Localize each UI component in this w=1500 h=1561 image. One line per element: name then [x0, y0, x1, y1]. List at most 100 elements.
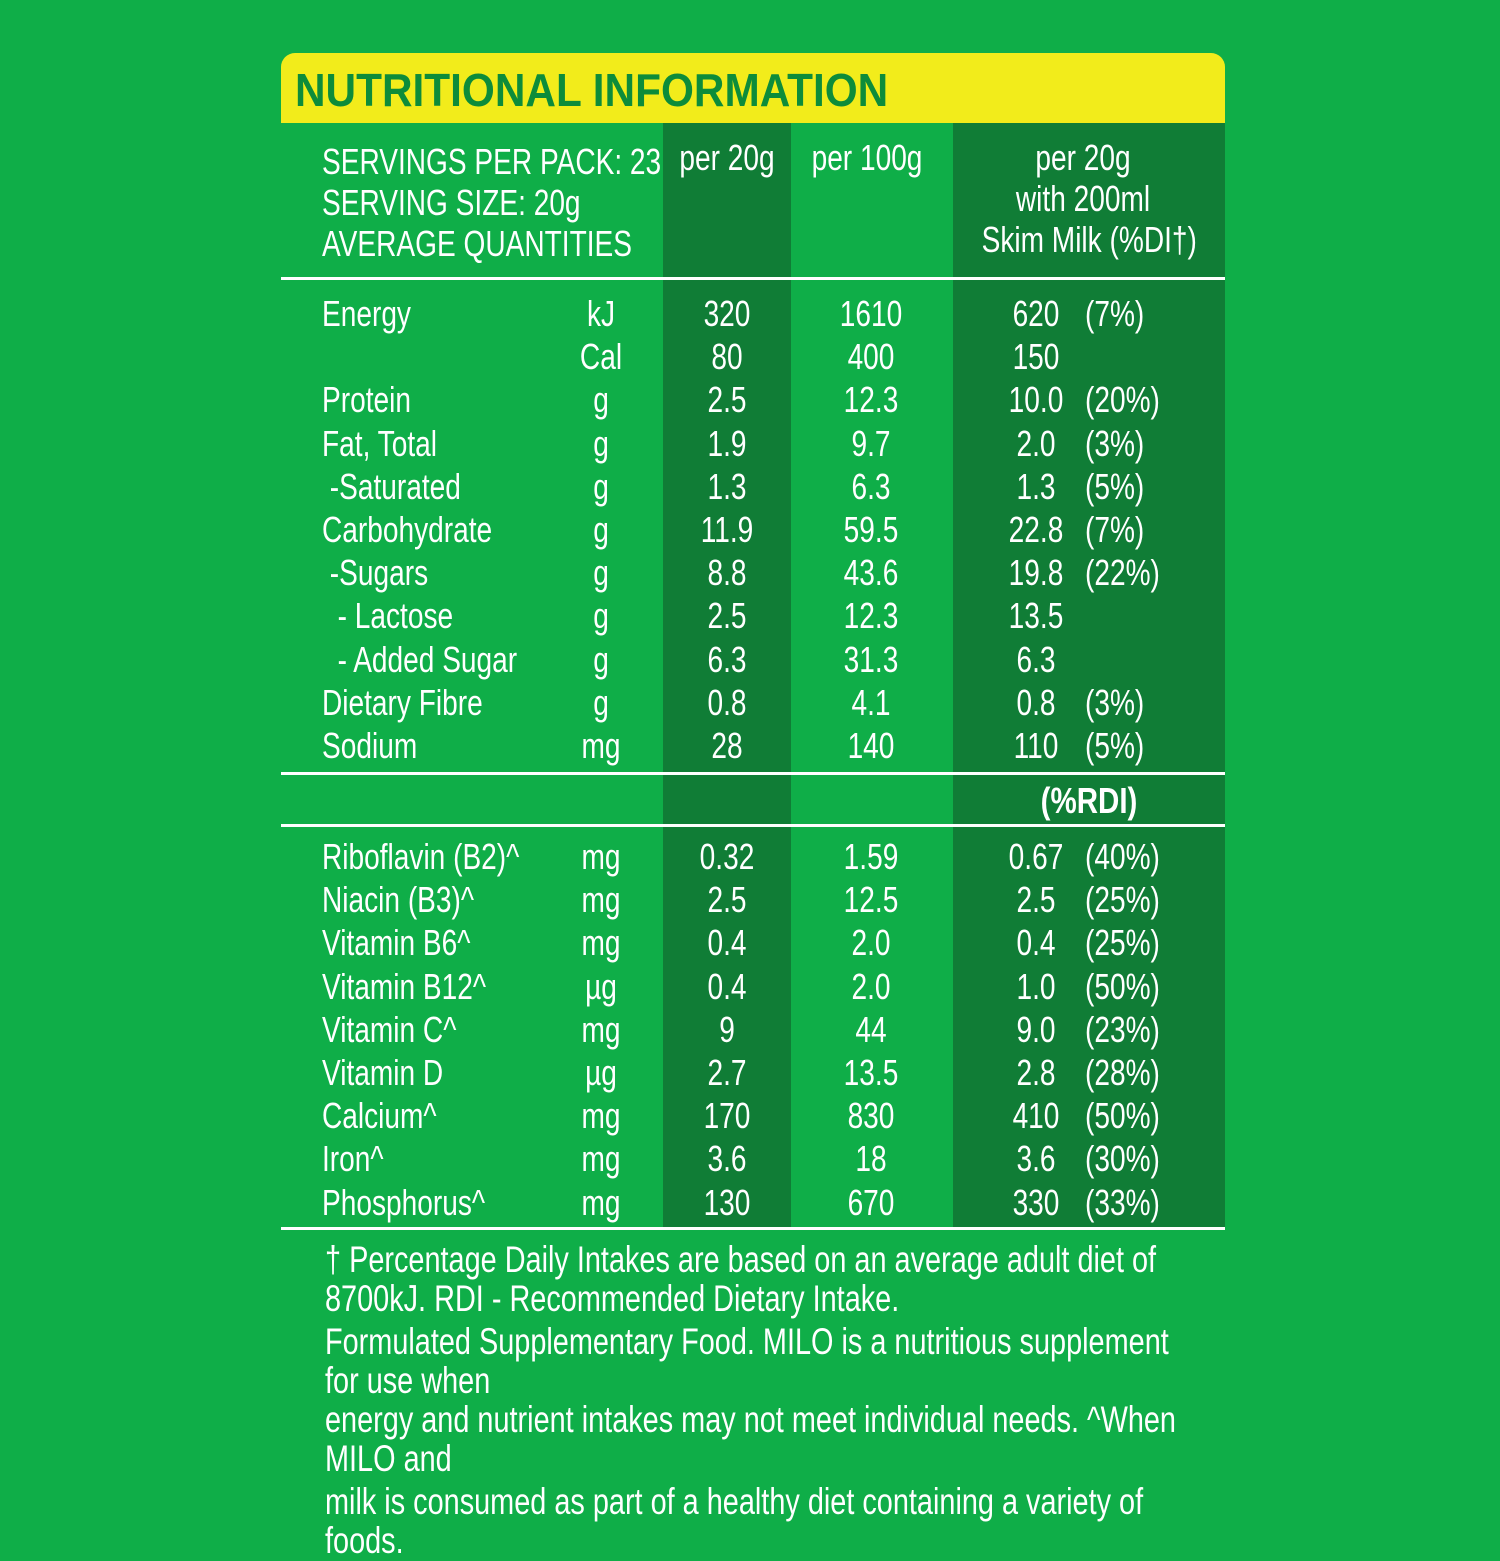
value-per-serving: 0.8	[707, 681, 747, 723]
value-per-serving: 1.9	[707, 422, 747, 464]
nutrient-name: Carbohydrate	[322, 509, 493, 550]
nutrient-unit: mg	[581, 1181, 621, 1223]
value-per-100g: 43.6	[843, 552, 899, 594]
value-per-serving: 2.5	[707, 879, 747, 921]
value-per-serving: 3.6	[707, 1138, 747, 1180]
value-per-100g: 12.3	[843, 595, 899, 637]
value-with-milk: 1.0	[1016, 965, 1056, 1007]
value-percent: (7%)	[1085, 293, 1145, 334]
value-percent: (40%)	[1085, 836, 1160, 877]
nutrient-name: - Lactose	[322, 595, 454, 637]
value-percent: (33%)	[1085, 1181, 1160, 1223]
value-per-serving: 2.5	[707, 595, 747, 637]
footnote-line-4: energy and nutrient intakes may not meet…	[325, 1399, 1176, 1479]
value-per-serving: 6.3	[707, 638, 747, 680]
value-with-milk: 0.67	[1008, 836, 1064, 877]
value-percent: (22%)	[1085, 552, 1160, 594]
title-bar: NUTRITIONAL INFORMATION	[281, 53, 1225, 123]
value-per-100g: 1.59	[843, 836, 899, 877]
value-per-100g: 18	[855, 1138, 887, 1180]
rdi-band-milk	[953, 775, 1225, 825]
value-with-milk: 6.3	[1016, 638, 1056, 680]
value-per-serving: 9	[719, 1008, 735, 1050]
value-with-milk: 1.3	[1016, 465, 1056, 507]
value-per-100g: 59.5	[843, 509, 899, 550]
value-per-100g: 12.3	[843, 379, 899, 421]
value-percent: (7%)	[1085, 509, 1145, 550]
value-per-100g: 1610	[839, 293, 903, 334]
nutrient-name: Sodium	[322, 725, 418, 766]
value-per-100g: 400	[847, 336, 895, 378]
col-header-with-milk-line1: per 20g	[1035, 137, 1131, 178]
value-per-100g: 670	[847, 1181, 895, 1223]
col-header-per-100g: per 100g	[811, 137, 923, 178]
value-with-milk: 410	[1012, 1095, 1060, 1137]
nutrient-name: Iron^	[322, 1138, 384, 1180]
value-per-100g: 9.7	[851, 422, 891, 464]
nutrient-name: Dietary Fibre	[322, 681, 483, 723]
value-per-100g: 140	[847, 725, 895, 766]
nutrient-unit: mg	[581, 836, 621, 877]
nutrient-name: Vitamin C^	[322, 1008, 457, 1050]
value-per-serving: 130	[703, 1181, 751, 1223]
nutrient-name: - Added Sugar	[322, 638, 518, 680]
nutrient-name: -Sugars	[322, 552, 429, 594]
value-with-milk: 110	[1013, 725, 1059, 766]
nutrient-name: Calcium^	[322, 1095, 437, 1137]
footnote-line-3: Formulated Supplementary Food. MILO is a…	[325, 1321, 1169, 1401]
rule-nutrients	[281, 772, 1225, 775]
value-percent: (5%)	[1085, 465, 1145, 507]
footnote: † Percentage Daily Intakes are based on …	[325, 1240, 1191, 1560]
value-per-100g: 12.5	[843, 879, 899, 921]
nutrient-unit: kJ	[586, 293, 616, 334]
nutrient-unit: g	[593, 379, 609, 421]
nutrient-unit: g	[593, 595, 609, 637]
value-per-100g: 4.1	[851, 681, 891, 723]
value-per-100g: 6.3	[851, 465, 891, 507]
nutrient-name: Niacin (B3)^	[322, 879, 475, 921]
value-percent: (50%)	[1085, 965, 1160, 1007]
nutrient-unit: g	[593, 638, 609, 680]
value-percent: (20%)	[1085, 379, 1160, 421]
value-percent: (28%)	[1085, 1052, 1160, 1093]
value-percent: (5%)	[1085, 725, 1145, 766]
value-percent: (30%)	[1085, 1138, 1160, 1180]
value-per-serving: 2.7	[707, 1052, 747, 1093]
nutrient-name: Protein	[322, 379, 411, 421]
nutrient-unit: mg	[581, 1095, 621, 1137]
rdi-label: (%RDI)	[1040, 780, 1138, 821]
value-percent: (3%)	[1085, 422, 1145, 464]
col-header-per-serving: per 20g	[679, 137, 775, 178]
value-per-serving: 2.5	[707, 379, 747, 421]
value-per-serving: 11.9	[700, 509, 754, 550]
nutrient-unit: mg	[581, 725, 621, 766]
value-with-milk: 150	[1012, 336, 1060, 378]
value-with-milk: 0.4	[1016, 922, 1056, 964]
nutrient-name: -Saturated	[322, 465, 461, 507]
nutrient-name: Fat, Total	[322, 422, 437, 464]
value-with-milk: 10.0	[1008, 379, 1064, 421]
average-quantities: AVERAGE QUANTITIES	[322, 223, 632, 264]
rdi-band-serving	[663, 775, 791, 825]
value-per-serving: 170	[703, 1095, 751, 1137]
nutrient-unit: mg	[581, 922, 621, 964]
footnote-line-5: milk is consumed as part of a healthy di…	[325, 1481, 1144, 1561]
value-with-milk: 19.8	[1008, 552, 1064, 594]
header-info: SERVINGS PER PACK: 23 SERVING SIZE: 20g …	[322, 141, 661, 264]
value-per-serving: 8.8	[707, 552, 747, 594]
nutrient-unit: g	[593, 509, 609, 550]
nutrient-unit: µg	[585, 965, 617, 1007]
nutrient-name: Vitamin B12^	[322, 965, 487, 1007]
value-per-100g: 2.0	[851, 922, 891, 964]
nutrient-unit: mg	[581, 1138, 621, 1180]
value-with-milk: 22.8	[1008, 509, 1064, 550]
nutrient-name: Phosphorus^	[322, 1181, 486, 1223]
value-percent: (25%)	[1085, 879, 1160, 921]
nutrient-unit: Cal	[579, 336, 623, 378]
nutrient-unit: µg	[585, 1052, 617, 1093]
value-per-serving: 1.3	[707, 465, 747, 507]
col-header-with-milk-line2: with 200ml	[1015, 178, 1151, 219]
value-with-milk: 3.6	[1016, 1138, 1056, 1180]
rule-header	[281, 277, 1225, 280]
footnote-line-2: 8700kJ. RDI - Recommended Dietary Intake…	[325, 1278, 900, 1319]
